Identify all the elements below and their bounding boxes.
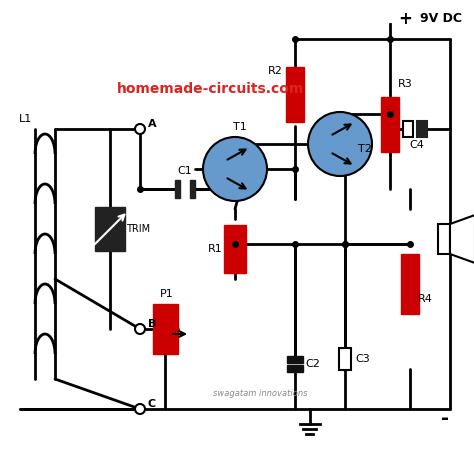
Text: TRIM: TRIM	[126, 224, 150, 234]
Text: 9V DC: 9V DC	[420, 12, 462, 26]
Text: R2: R2	[267, 67, 283, 77]
Bar	[438, 224, 450, 254]
Bar	[381, 96, 399, 151]
Text: L1: L1	[18, 114, 32, 124]
Text: T2: T2	[358, 144, 372, 154]
Text: swagatam innovations: swagatam innovations	[213, 390, 307, 398]
Polygon shape	[450, 215, 474, 263]
Bar	[287, 356, 303, 363]
Bar	[287, 365, 303, 372]
Text: C: C	[148, 399, 156, 409]
Text: homemade-circuits.com: homemade-circuits.com	[117, 82, 304, 96]
Text: R1: R1	[208, 244, 222, 254]
Bar	[175, 180, 180, 198]
Text: -: -	[441, 409, 449, 429]
Text: +: +	[398, 10, 412, 28]
Circle shape	[135, 324, 145, 334]
Bar	[286, 67, 304, 122]
Text: R4: R4	[418, 294, 432, 304]
Circle shape	[308, 112, 372, 176]
Text: C3: C3	[356, 354, 370, 364]
Bar	[153, 304, 177, 354]
Circle shape	[203, 137, 267, 201]
Text: C2: C2	[306, 359, 320, 369]
Text: B: B	[148, 319, 156, 329]
Text: C4: C4	[410, 140, 424, 150]
Bar	[417, 121, 427, 137]
Text: C1: C1	[178, 166, 192, 176]
Bar	[190, 180, 195, 198]
Bar	[95, 207, 125, 251]
Text: T1: T1	[233, 122, 247, 132]
Text: R3: R3	[398, 79, 412, 89]
Bar	[224, 225, 246, 273]
Text: P1: P1	[160, 289, 174, 299]
Text: A: A	[148, 119, 156, 129]
Bar	[339, 348, 351, 370]
Circle shape	[135, 124, 145, 134]
Bar	[403, 121, 413, 137]
Circle shape	[135, 404, 145, 414]
Bar	[401, 254, 419, 314]
